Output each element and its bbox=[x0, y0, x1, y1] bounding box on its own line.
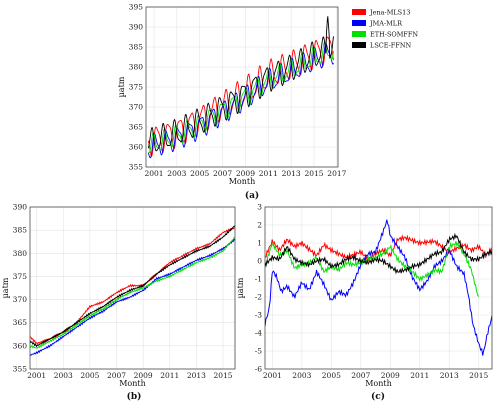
series-line-Jena-MLS13 bbox=[147, 36, 334, 157]
panel-label-c: (c) bbox=[371, 391, 385, 402]
xtick-label-a: 2013 bbox=[282, 169, 301, 178]
xtick-label-b: 2005 bbox=[80, 371, 99, 380]
plot-frame-a bbox=[145, 6, 339, 168]
xtick-label-a: 2003 bbox=[167, 169, 186, 178]
xtick-label-b: 2001 bbox=[27, 371, 46, 380]
xtick-label-a: 2011 bbox=[259, 169, 278, 178]
ytick-label-c: 2 bbox=[257, 221, 262, 230]
ytick-label-b: 385 bbox=[13, 226, 28, 235]
plot-frame-c bbox=[264, 206, 493, 370]
ytick-label-c: -5 bbox=[255, 347, 263, 356]
ytick-label-a: 380 bbox=[129, 63, 144, 72]
series-line-ETH-SOMFFN bbox=[30, 236, 235, 349]
xtick-label-c: 2011 bbox=[410, 371, 429, 380]
ytick-label-b: 370 bbox=[13, 295, 28, 304]
ytick-label-b: 390 bbox=[13, 203, 28, 212]
ytick-label-a: 395 bbox=[129, 3, 144, 12]
ytick-label-b: 380 bbox=[13, 249, 28, 258]
ytick-label-b: 375 bbox=[13, 272, 28, 281]
legend-swatch bbox=[352, 31, 366, 37]
legend-swatch bbox=[352, 9, 366, 15]
legend-swatch bbox=[352, 20, 366, 26]
xtick-label-c: 2005 bbox=[322, 371, 341, 380]
ytick-label-a: 365 bbox=[129, 123, 144, 132]
series-line-Jena-MLS13 bbox=[30, 227, 235, 345]
legend-label: Jena-MLS13 bbox=[369, 9, 410, 17]
series-line-JMA-MLR bbox=[30, 238, 235, 356]
ytick-label-c: -6 bbox=[255, 365, 263, 374]
legend-label: JMA-MLR bbox=[369, 20, 403, 28]
xtick-label-a: 2005 bbox=[190, 169, 209, 178]
xtick-label-c: 2013 bbox=[440, 371, 459, 380]
ytick-label-a: 370 bbox=[129, 103, 144, 112]
series-line-JMA-MLR bbox=[265, 219, 492, 356]
plot-frame-b bbox=[29, 206, 236, 370]
xtick-label-a: 2017 bbox=[327, 169, 346, 178]
legend-label: LSCE-FFNN bbox=[370, 42, 412, 50]
y-axis-label-c: µatm bbox=[236, 277, 245, 298]
panel-label-b: (b) bbox=[127, 391, 142, 402]
ytick-label-c: -3 bbox=[255, 311, 263, 320]
x-axis-label-a: Month bbox=[229, 177, 256, 186]
xtick-label-a: 2009 bbox=[236, 169, 255, 178]
ytick-label-b: 365 bbox=[13, 318, 28, 327]
xtick-label-b: 2007 bbox=[107, 371, 126, 380]
y-axis-label-a: µatm bbox=[117, 76, 126, 97]
xtick-label-c: 2009 bbox=[381, 371, 400, 380]
xtick-label-a: 2015 bbox=[304, 169, 323, 178]
ytick-label-a: 375 bbox=[129, 83, 144, 92]
x-axis-label-c: Month bbox=[365, 379, 392, 388]
ytick-label-b: 355 bbox=[13, 365, 28, 374]
ytick-label-a: 355 bbox=[129, 163, 144, 172]
ytick-label-a: 360 bbox=[129, 143, 144, 152]
y-axis-label-b: µatm bbox=[1, 277, 10, 298]
series-line-ETH-SOMFFN bbox=[265, 241, 480, 297]
ytick-label-a: 385 bbox=[129, 43, 144, 52]
ytick-label-c: 3 bbox=[257, 203, 262, 212]
xtick-label-c: 2007 bbox=[351, 371, 370, 380]
xtick-label-b: 2011 bbox=[160, 371, 179, 380]
xtick-label-b: 2013 bbox=[187, 371, 206, 380]
legend-swatch bbox=[352, 42, 366, 48]
legend-label: ETH-SOMFFN bbox=[370, 31, 418, 39]
xtick-label-b: 2009 bbox=[134, 371, 153, 380]
xtick-label-c: 2003 bbox=[292, 371, 311, 380]
xtick-label-c: 2001 bbox=[263, 371, 282, 380]
xtick-label-c: 2015 bbox=[469, 371, 488, 380]
xtick-label-a: 2007 bbox=[213, 169, 232, 178]
series-line-LSCE-FFNN bbox=[30, 225, 235, 348]
ytick-label-b: 360 bbox=[13, 341, 28, 350]
series-line-LSCE-FFNN bbox=[265, 232, 492, 275]
x-axis-label-b: Month bbox=[119, 379, 146, 388]
series-line-LSCE-FFNN bbox=[147, 16, 334, 152]
ytick-label-c: -2 bbox=[255, 293, 263, 302]
xtick-label-a: 2001 bbox=[144, 169, 163, 178]
ytick-label-c: -1 bbox=[255, 275, 262, 284]
panel-label-a: (a) bbox=[245, 190, 259, 201]
ytick-label-a: 390 bbox=[129, 23, 144, 32]
ytick-label-c: -4 bbox=[255, 329, 263, 338]
series-line-ETH-SOMFFN bbox=[148, 41, 334, 154]
xtick-label-b: 2015 bbox=[213, 371, 232, 380]
xtick-label-b: 2003 bbox=[54, 371, 73, 380]
ytick-label-c: 1 bbox=[257, 239, 262, 248]
ytick-label-c: 0 bbox=[257, 257, 262, 266]
